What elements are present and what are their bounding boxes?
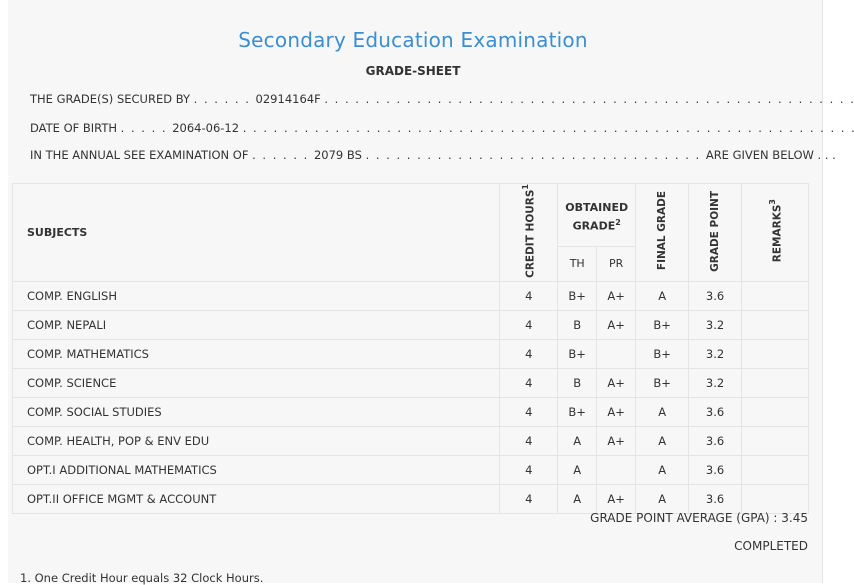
- practical-grade-cell: [596, 338, 637, 369]
- final-grade-cell: A: [635, 454, 690, 485]
- grades-table: SUBJECTS CREDIT HOURS1 OBTAINED GRADE2 F…: [11, 183, 809, 514]
- remarks-cell: [741, 454, 809, 485]
- info-line-dob: DATE OF BIRTH . . . . . 2064-06-12 . . .…: [30, 121, 854, 135]
- dot-leader: . . . . . .: [252, 148, 314, 162]
- table-row: OPT.I ADDITIONAL MATHEMATICS 4 A A 3.6: [11, 454, 809, 485]
- remarks-cell: [741, 338, 809, 369]
- theory-grade-cell: A: [557, 483, 598, 514]
- exam-label: IN THE ANNUAL SEE EXAMINATION OF: [30, 148, 249, 162]
- remarks-cell: [741, 483, 809, 514]
- final-grade-cell: A: [635, 425, 690, 456]
- exam-year: 2079 BS: [313, 148, 362, 162]
- secured-by-label: THE GRADE(S) SECURED BY: [30, 92, 191, 106]
- credit-hours-cell: 4: [499, 367, 559, 398]
- footnote-credit-hour: 1. One Credit Hour equals 32 Clock Hours…: [20, 571, 264, 585]
- credit-hours-cell: 4: [499, 396, 559, 427]
- final-grade-cell: A: [635, 483, 690, 514]
- final-grade-cell: A: [635, 396, 690, 427]
- grade-point-cell: 3.2: [688, 367, 743, 398]
- header-grade-point: GRADE POINT: [688, 183, 743, 282]
- table-row: COMP. SCIENCE 4 B A+ B+ 3.2: [11, 367, 809, 398]
- subject-cell: COMP. SOCIAL STUDIES: [11, 396, 501, 427]
- subject-cell: OPT.II OFFICE MGMT & ACCOUNT: [11, 483, 501, 514]
- credit-hours-cell: 4: [499, 454, 559, 485]
- table-row: COMP. MATHEMATICS 4 B+ B+ 3.2: [11, 338, 809, 369]
- remarks-cell: [741, 425, 809, 456]
- theory-grade-cell: B+: [557, 396, 598, 427]
- theory-grade-cell: B: [557, 309, 598, 340]
- header-th: TH: [557, 245, 598, 282]
- dot-leader: . . . . . .: [193, 92, 256, 106]
- grade-sheet-heading: GRADE-SHEET: [365, 64, 461, 78]
- table-row: COMP. SOCIAL STUDIES 4 B+ A+ A 3.6: [11, 396, 809, 427]
- header-final-grade: FINAL GRADE: [635, 183, 690, 282]
- header-obtained-grade: OBTAINED GRADE2: [557, 183, 637, 247]
- subject-cell: COMP. ENGLISH: [11, 280, 501, 311]
- practical-grade-cell: A+: [596, 367, 637, 398]
- table-row: COMP. HEALTH, POP & ENV EDU 4 A A+ A 3.6: [11, 425, 809, 456]
- theory-grade-cell: B+: [557, 280, 598, 311]
- final-grade-cell: B+: [635, 367, 690, 398]
- subject-cell: COMP. SCIENCE: [11, 367, 501, 398]
- theory-grade-cell: A: [557, 454, 598, 485]
- gpa-summary: GRADE POINT AVERAGE (GPA) : 3.45: [590, 511, 808, 525]
- theory-grade-cell: B+: [557, 338, 598, 369]
- final-grade-cell: B+: [635, 309, 690, 340]
- grade-point-cell: 3.2: [688, 309, 743, 340]
- credit-hours-cell: 4: [499, 280, 559, 311]
- dot-leader: . . . . .: [120, 121, 173, 135]
- grade-point-cell: 3.6: [688, 483, 743, 514]
- table-row: OPT.II OFFICE MGMT & ACCOUNT 4 A A+ A 3.6: [11, 483, 809, 514]
- info-line-secured-by: THE GRADE(S) SECURED BY . . . . . . 0291…: [30, 92, 854, 106]
- practical-grade-cell: A+: [596, 396, 637, 427]
- symbol-number: 02914164F: [255, 92, 321, 106]
- remarks-cell: [741, 280, 809, 311]
- dot-leader: . . . . . . . . . . . . . . . . . . . . …: [324, 92, 854, 106]
- grade-point-cell: 3.6: [688, 454, 743, 485]
- practical-grade-cell: [596, 454, 637, 485]
- remarks-cell: [741, 309, 809, 340]
- remarks-cell: [741, 396, 809, 427]
- final-grade-cell: A: [635, 280, 690, 311]
- grade-point-cell: 3.6: [688, 396, 743, 427]
- header-pr: PR: [596, 245, 637, 282]
- completion-status: COMPLETED: [734, 539, 808, 553]
- header-subjects: SUBJECTS: [11, 183, 501, 282]
- grade-point-cell: 3.6: [688, 280, 743, 311]
- final-grade-cell: B+: [635, 338, 690, 369]
- table-row: COMP. ENGLISH 4 B+ A+ A 3.6: [11, 280, 809, 311]
- grade-point-cell: 3.2: [688, 338, 743, 369]
- subject-cell: COMP. MATHEMATICS: [11, 338, 501, 369]
- subject-cell: COMP. HEALTH, POP & ENV EDU: [11, 425, 501, 456]
- table-row: COMP. NEPALI 4 B A+ B+ 3.2: [11, 309, 809, 340]
- practical-grade-cell: A+: [596, 425, 637, 456]
- practical-grade-cell: A+: [596, 483, 637, 514]
- subject-cell: OPT.I ADDITIONAL MATHEMATICS: [11, 454, 501, 485]
- credit-hours-cell: 4: [499, 425, 559, 456]
- dot-leader: . . . . . . . . . . . . . . . . . . . . …: [365, 148, 706, 162]
- practical-grade-cell: A+: [596, 309, 637, 340]
- theory-grade-cell: A: [557, 425, 598, 456]
- theory-grade-cell: B: [557, 367, 598, 398]
- practical-grade-cell: A+: [596, 280, 637, 311]
- header-remarks: REMARKS3: [741, 183, 809, 282]
- exam-suffix: ARE GIVEN BELOW . . .: [705, 148, 836, 162]
- page-title: Secondary Education Examination: [238, 28, 588, 52]
- subject-cell: COMP. NEPALI: [11, 309, 501, 340]
- header-credit-hours: CREDIT HOURS1: [499, 183, 559, 282]
- remarks-cell: [741, 367, 809, 398]
- credit-hours-cell: 4: [499, 309, 559, 340]
- dot-leader: . . . . . . . . . . . . . . . . . . . . …: [242, 121, 854, 135]
- credit-hours-cell: 4: [499, 338, 559, 369]
- dob-label: DATE OF BIRTH: [30, 121, 118, 135]
- dob-value: 2064-06-12: [172, 121, 240, 135]
- credit-hours-cell: 4: [499, 483, 559, 514]
- info-line-exam: IN THE ANNUAL SEE EXAMINATION OF . . . .…: [30, 148, 836, 162]
- grade-point-cell: 3.6: [688, 425, 743, 456]
